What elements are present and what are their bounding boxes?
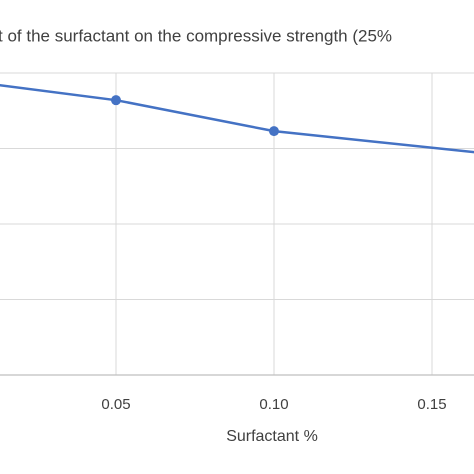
x-axis-label: Surfactant %	[226, 428, 318, 445]
x-tick-label: 0.05	[101, 396, 130, 413]
data-line	[0, 83, 474, 154]
data-point	[269, 126, 279, 137]
x-tick-label: 0.15	[417, 396, 446, 413]
x-tick-label: 0.10	[259, 396, 288, 413]
data-point	[111, 95, 121, 106]
chart-title: t of the surfactant on the compressive s…	[0, 26, 392, 45]
